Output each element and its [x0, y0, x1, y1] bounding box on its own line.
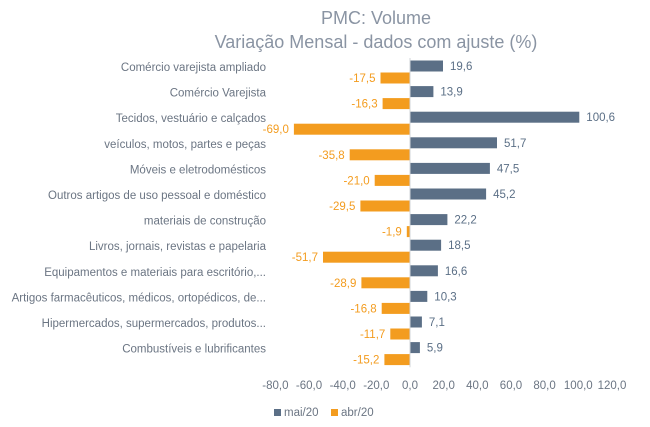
bar-mai20: [410, 86, 434, 98]
legend-swatch: [331, 409, 338, 416]
category-label: Combustíveis e lubrificantes: [122, 344, 266, 356]
category-label: veículos, motos, partes e peças: [104, 139, 266, 151]
bars-group: 19,6 -17,5 13,9 -16,3 100,6 -69,0 51,7 -35,8 47,…: [263, 58, 615, 368]
x-axis-ticks: -80,0 -60,0 -40,0 -20,0 0,0 20,0 40,0 60,0 80,0 1…: [262, 380, 626, 392]
data-label: 100,6: [586, 112, 615, 124]
bar-abr20: [381, 302, 410, 314]
legend-swatch: [274, 409, 281, 416]
category-labels: Comércio varejista ampliado Comércio Vare…: [12, 62, 267, 356]
data-label: 7,1: [429, 317, 445, 329]
category-label: materiais de construção: [144, 216, 266, 228]
data-label: -21,0: [343, 175, 369, 187]
data-label: -16,3: [351, 99, 377, 111]
data-label: 45,2: [493, 189, 515, 201]
data-label: 10,3: [434, 291, 456, 303]
bar-abr20: [390, 328, 410, 340]
bar-abr20: [293, 123, 410, 135]
data-label: -29,5: [329, 201, 355, 213]
bar-abr20: [406, 226, 410, 238]
bar-abr20: [384, 354, 410, 366]
bar-abr20: [374, 174, 410, 186]
bar-mai20: [410, 214, 448, 226]
x-tick-label: -20,0: [363, 380, 389, 392]
data-label: -28,9: [330, 278, 356, 290]
category-label: Livros, jornais, revistas e papelaria: [89, 241, 267, 253]
x-tick-label: -80,0: [262, 380, 288, 392]
category-label: Hipermercados, supermercados, produtos..…: [42, 318, 266, 330]
legend-label: abr/20: [341, 407, 374, 419]
bar-mai20: [410, 111, 580, 123]
category-label: Móveis e eletrodomésticos: [130, 164, 266, 176]
data-label: 5,9: [427, 343, 443, 355]
data-label: -69,0: [263, 124, 289, 136]
x-tick-label: 0,0: [402, 380, 418, 392]
data-label: 22,2: [454, 215, 476, 227]
data-label: 19,6: [450, 61, 472, 73]
bar-abr20: [349, 149, 410, 161]
x-tick-label: -60,0: [296, 380, 322, 392]
legend-label: mai/20: [284, 407, 319, 419]
category-label: Equipamentos e materiais para escritório…: [44, 267, 266, 279]
bar-mai20: [410, 162, 490, 174]
data-label: 18,5: [448, 240, 470, 252]
x-tick-label: 100,0: [564, 380, 593, 392]
x-tick-label: 60,0: [500, 380, 522, 392]
bar-mai20: [410, 60, 443, 72]
data-label: -11,7: [360, 329, 385, 341]
bar-mai20: [410, 342, 420, 354]
x-tick-label: 120,0: [598, 380, 627, 392]
x-tick-label: 40,0: [466, 380, 488, 392]
category-label: Comércio Varejista: [170, 88, 267, 100]
bar-abr20: [361, 277, 410, 289]
bar-abr20: [360, 200, 410, 212]
data-label: -35,8: [318, 150, 344, 162]
x-tick-label: 20,0: [433, 380, 455, 392]
bar-abr20: [382, 98, 410, 110]
legend: mai/20 abr/20: [274, 407, 374, 419]
data-label: 13,9: [440, 87, 462, 99]
category-label: Outros artigos de uso pessoal e doméstic…: [48, 190, 266, 202]
data-label: 47,5: [497, 163, 519, 175]
data-label: -1,9: [382, 227, 402, 239]
bar-mai20: [410, 239, 442, 251]
bar-mai20: [410, 188, 487, 200]
data-label: 51,7: [504, 138, 526, 150]
category-label: Tecidos, vestuário e calçados: [116, 113, 266, 125]
bar-mai20: [410, 265, 438, 277]
category-label: Comércio varejista ampliado: [121, 62, 266, 74]
x-tick-label: 80,0: [533, 380, 555, 392]
x-tick-label: -40,0: [330, 380, 356, 392]
bar-mai20: [410, 316, 422, 328]
chart-subtitle: Variação Mensal - dados com ajuste (%): [215, 32, 538, 52]
bar-mai20: [410, 290, 428, 302]
data-label: -16,8: [350, 303, 376, 315]
bar-abr20: [323, 251, 410, 263]
category-label: Artigos farmacêuticos, médicos, ortopédi…: [12, 292, 266, 304]
data-label: -17,5: [349, 73, 375, 85]
data-label: -51,7: [292, 252, 318, 264]
data-label: 16,6: [445, 266, 467, 278]
bar-mai20: [410, 137, 497, 149]
bar-abr20: [380, 72, 410, 84]
chart-title: PMC: Volume: [321, 8, 431, 28]
data-label: -15,2: [353, 355, 379, 367]
